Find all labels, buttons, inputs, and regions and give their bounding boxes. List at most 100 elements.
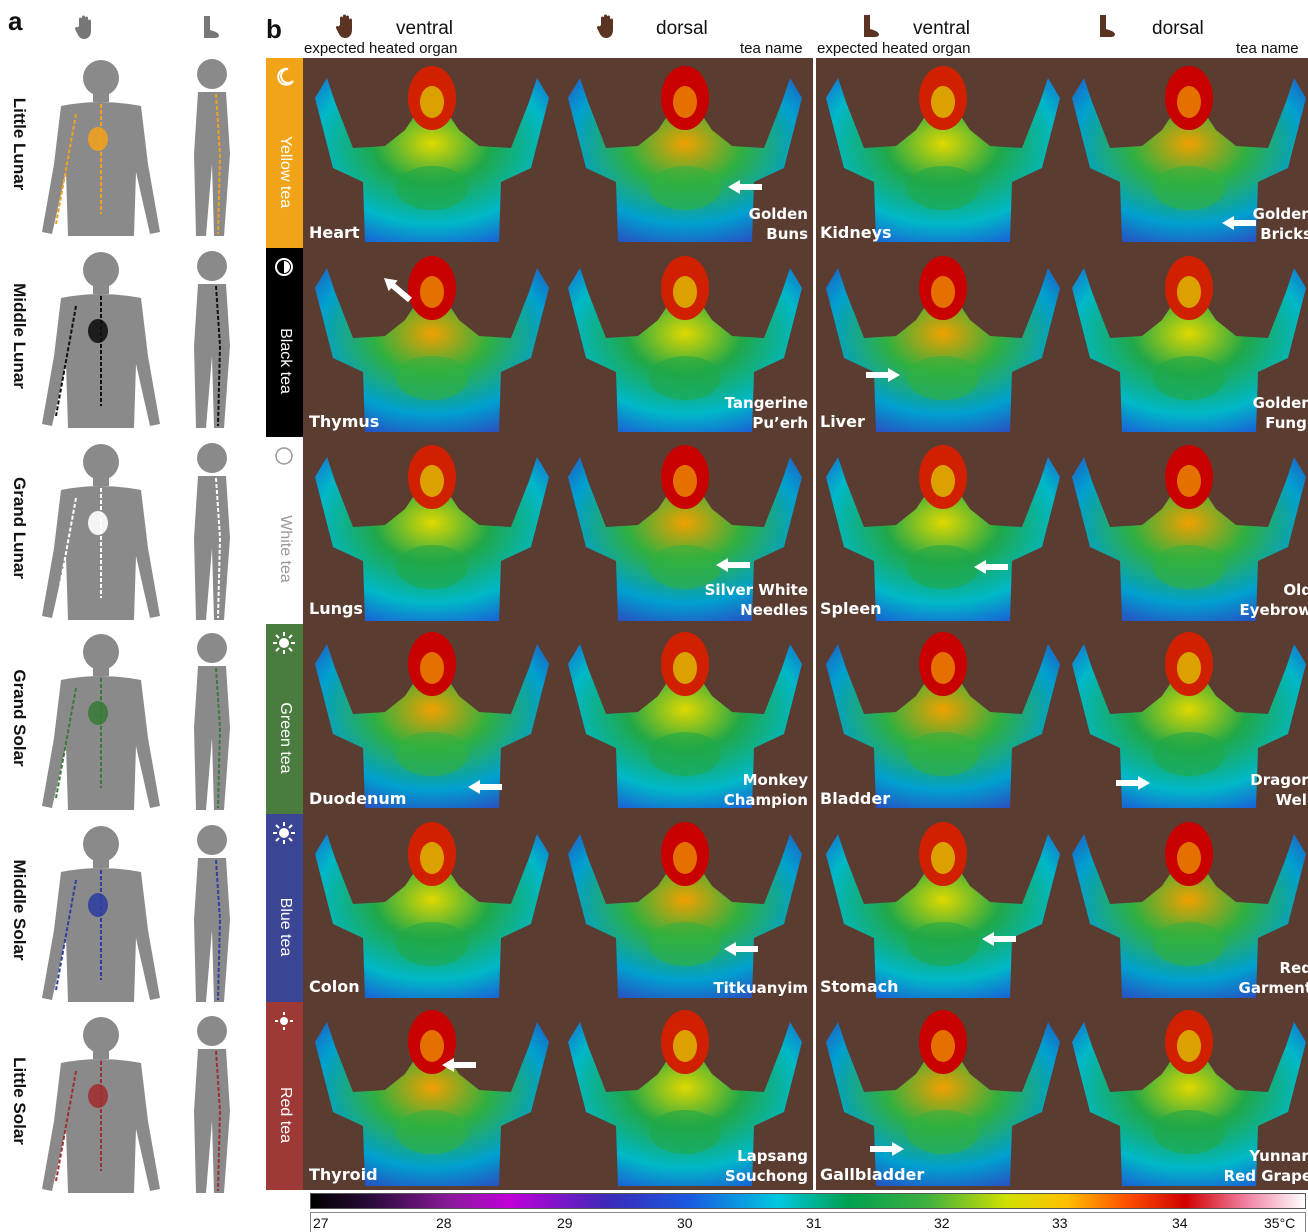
panel-a-letter: a (8, 6, 22, 37)
subheader-expected-organ-2: expected heated organ (817, 40, 970, 57)
meridian-row: Grand Lunar (0, 432, 258, 624)
organ-label: Gallbladder (820, 1165, 924, 1184)
temperature-tick-label: 33 (1052, 1215, 1068, 1231)
meridian-label-text: Middle Solar (9, 859, 29, 960)
thermogram-cell: Yunnan Red Grape (1062, 1002, 1308, 1190)
temperature-tick-label: 31 (806, 1215, 822, 1231)
temperature-tick-label: 27 (313, 1215, 329, 1231)
meridian-label-text: Grand Solar (9, 669, 29, 766)
thermogram-cell: Titkuanyim (558, 814, 812, 1002)
sun-icon (273, 822, 295, 844)
ventral-thermogram (816, 814, 1070, 1004)
front-body-diagram (36, 820, 166, 1002)
front-body-diagram (36, 628, 166, 810)
column-divider (813, 58, 816, 1190)
tea-category-label: Red tea (276, 1087, 294, 1143)
arrow-icon (728, 180, 762, 194)
tea-category-label: Green tea (276, 702, 294, 773)
organ-label: Spleen (820, 599, 882, 618)
thermogram-cell: Golden Fungi (1062, 248, 1308, 437)
arrow-icon (982, 932, 1016, 946)
tea-name-label: Old Eyebrow (1240, 580, 1308, 620)
organ-label: Thymus (309, 412, 379, 431)
meridian-label-text: Little Solar (9, 1057, 29, 1145)
thermogram-cell: Old Eyebrow (1062, 437, 1308, 624)
thermogram-cell: Lungs (305, 437, 559, 624)
thermogram-cell: Golden Buns (558, 58, 812, 248)
thermogram-cell: Spleen (816, 437, 1070, 624)
thermogram-cell: Duodenum (305, 624, 559, 814)
foot-dorsal-icon (1094, 12, 1118, 45)
tea-name-label: Tangerine Pu’erh (725, 393, 808, 433)
tea-name-label: Lapsang Souchong (725, 1146, 808, 1186)
tea-category-band: Red tea (266, 1002, 303, 1190)
tea-category-label: Blue tea (276, 897, 294, 956)
organ-label: Liver (820, 412, 865, 431)
temperature-tick-label: 34 (1172, 1215, 1188, 1231)
tea-name-label: Golden Buns (749, 204, 808, 244)
ventral-thermogram (305, 58, 559, 248)
organ-label: Kidneys (820, 223, 892, 242)
tea-name-label: Golden Bricks (1253, 204, 1308, 244)
organ-label: Heart (309, 223, 360, 242)
tea-name-label: Golden Fungi (1253, 393, 1308, 433)
arrow-icon (468, 780, 502, 794)
header-foot-ventral: ventral (913, 18, 970, 40)
small-sun-icon (273, 1010, 295, 1032)
meridian-row: Middle Solar (0, 814, 258, 1006)
subheader-tea-name-1: tea name (740, 40, 803, 57)
crescent-icon (273, 66, 295, 88)
ventral-thermogram (816, 624, 1070, 814)
ventral-thermogram (816, 58, 1070, 248)
tea-category-label: Yellow tea (276, 136, 294, 208)
meridian-label: Grand Solar (2, 622, 36, 814)
meridian-label: Middle Lunar (2, 240, 36, 432)
thermogram-cell: Silver White Needles (558, 437, 812, 624)
meridian-label: Grand Lunar (2, 432, 36, 624)
tea-name-label: Yunnan Red Grape (1224, 1146, 1308, 1186)
thermogram-cell: Golden Bricks (1062, 58, 1308, 248)
side-body-diagram (176, 820, 246, 1002)
meridian-row: Middle Lunar (0, 240, 258, 432)
tea-name-label: Monkey Champion (724, 770, 808, 810)
thermogram-cell: Bladder (816, 624, 1070, 814)
ventral-thermogram (816, 248, 1070, 438)
meridian-row: Little Solar (0, 1005, 258, 1197)
temperature-tick-label: 29 (557, 1215, 573, 1231)
thermogram-cell: Thyroid (305, 1002, 559, 1190)
arrow-icon (1222, 216, 1256, 230)
organ-label: Thyroid (309, 1165, 378, 1184)
sun-icon (273, 632, 295, 654)
header-hand-ventral: ventral (396, 18, 453, 40)
arrow-icon (380, 282, 414, 296)
thermogram-cell: Red Garment (1062, 814, 1308, 1002)
front-body-diagram (36, 1011, 166, 1193)
thermogram-cell: Liver (816, 248, 1070, 437)
ventral-thermogram (305, 248, 559, 438)
arrow-icon (870, 1142, 904, 1156)
header-foot-dorsal: dorsal (1152, 18, 1204, 40)
subheader-expected-organ-1: expected heated organ (304, 40, 457, 57)
meridian-label: Little Lunar (2, 48, 36, 240)
thermogram-cell: Heart (305, 58, 559, 248)
subheader-tea-name-2: tea name (1236, 40, 1299, 57)
front-body-diagram (36, 438, 166, 620)
thermogram-cell: Gallbladder (816, 1002, 1070, 1190)
front-body-diagram (36, 54, 166, 236)
side-body-diagram (176, 246, 246, 428)
side-body-diagram (176, 628, 246, 810)
thermogram-cell: Monkey Champion (558, 624, 812, 814)
dorsal-thermogram (558, 814, 812, 1004)
panel-b-letter: b (266, 14, 282, 45)
thermogram-cell: Thymus (305, 248, 559, 437)
arrow-icon (974, 560, 1008, 574)
tea-category-band: Black tea (266, 248, 303, 437)
arrow-icon (866, 368, 900, 382)
tea-name-label: Titkuanyim (713, 978, 808, 998)
tea-category-band: Blue tea (266, 814, 303, 1002)
temperature-tick-label: 35°C (1264, 1215, 1295, 1231)
thermogram-cell: Tangerine Pu’erh (558, 248, 812, 437)
hand-dorsal-icon (596, 12, 620, 45)
side-body-diagram (176, 438, 246, 620)
ventral-thermogram (305, 624, 559, 814)
